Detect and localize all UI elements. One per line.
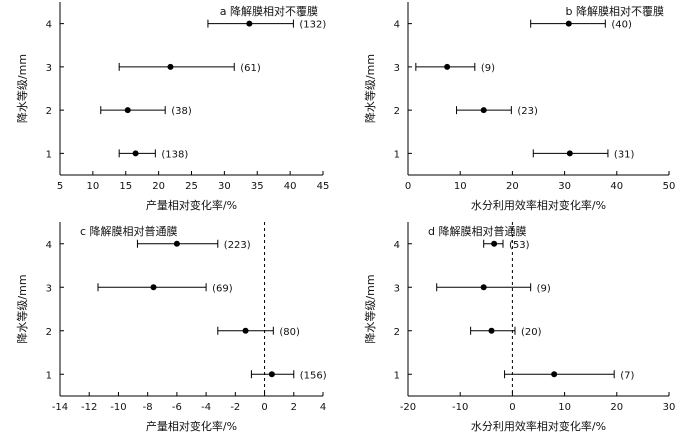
x-tick-label: 30: [663, 402, 676, 413]
y-tick-label: 3: [394, 283, 400, 294]
y-tick-label: 4: [46, 240, 52, 251]
x-tick-label: 10: [454, 181, 467, 192]
y-tick-label: 2: [394, 106, 400, 117]
y-axis-label: 降水等级/mm: [15, 274, 29, 343]
y-tick-label: 1: [394, 370, 400, 381]
sample-size-label: (223): [224, 240, 251, 251]
y-axis-label: 降水等级/mm: [363, 274, 377, 343]
mean-point: [150, 284, 157, 291]
x-tick-label: 0: [405, 181, 411, 192]
sample-size-label: (156): [300, 370, 327, 381]
x-axis-label: 水分利用效率相对变化率/%: [471, 198, 606, 212]
x-tick-label: 5: [57, 181, 63, 192]
panel-a: 5 10 15 20 25 30 35 40 45 1 2 3 4 a 降解膜相对不覆膜产量相对变化率/%…: [15, 2, 329, 212]
panel-title: a 降解膜相对不覆膜: [220, 4, 318, 18]
mean-point: [124, 107, 131, 114]
y-tick-label: 1: [46, 149, 52, 160]
mean-point: [480, 284, 487, 291]
panel-title: c 降解膜相对普通膜: [80, 224, 178, 238]
x-tick-label: -20: [400, 402, 416, 413]
mean-point: [565, 20, 572, 27]
y-axis-label: 降水等级/mm: [363, 54, 377, 123]
x-tick-label: -12: [81, 402, 97, 413]
x-tick-label: 4: [320, 402, 326, 413]
mean-point: [491, 240, 498, 247]
mean-point: [268, 371, 275, 378]
x-tick-label: 10: [558, 402, 571, 413]
sample-size-label: (9): [481, 63, 495, 74]
x-tick-label: 45: [317, 181, 330, 192]
x-tick-label: 30: [218, 181, 231, 192]
x-tick-label: 20: [152, 181, 165, 192]
y-tick-label: 1: [46, 370, 52, 381]
sample-size-label: (61): [240, 63, 261, 74]
mean-point: [488, 327, 495, 334]
panel-title: b 降解膜相对不覆膜: [566, 4, 664, 18]
mean-point: [173, 240, 180, 247]
x-tick-label: 50: [663, 181, 676, 192]
x-tick-label: 35: [251, 181, 264, 192]
y-tick-label: 3: [46, 63, 52, 74]
y-axis-label: 降水等级/mm: [15, 54, 29, 123]
panel-c: -14 -12 -10 -8 -6 -4 -2 0 2 4 1 2 3 4 c 降解膜相对普通膜产量相对变化…: [15, 222, 327, 433]
x-tick-label: 20: [610, 402, 623, 413]
sample-size-label: (38): [171, 106, 192, 117]
x-tick-label: -8: [143, 402, 153, 413]
sample-size-label: (40): [611, 20, 632, 31]
y-tick-label: 2: [46, 327, 52, 338]
sample-size-label: (69): [212, 283, 233, 294]
mean-point: [566, 150, 573, 157]
mean-point: [242, 327, 249, 334]
x-tick-label: -14: [52, 402, 68, 413]
y-tick-label: 2: [394, 327, 400, 338]
panel-title: d 降解膜相对普通膜: [428, 224, 526, 238]
mean-point: [132, 150, 139, 157]
sample-size-label: (138): [161, 149, 188, 160]
x-tick-label: 10: [87, 181, 100, 192]
x-tick-label: -10: [452, 402, 468, 413]
mean-point: [551, 371, 558, 378]
y-tick-label: 4: [46, 20, 52, 31]
sample-size-label: (20): [521, 327, 542, 338]
x-axis-label: 产量相对变化率/%: [146, 198, 237, 212]
sample-size-label: (132): [299, 20, 326, 31]
y-tick-label: 2: [46, 106, 52, 117]
x-axis-label: 产量相对变化率/%: [146, 419, 237, 433]
x-tick-label: 0: [261, 402, 267, 413]
mean-point: [246, 20, 253, 27]
x-axis-label: 水分利用效率相对变化率/%: [471, 419, 606, 433]
y-tick-label: 3: [46, 283, 52, 294]
sample-size-label: (9): [537, 283, 551, 294]
x-tick-label: 20: [506, 181, 519, 192]
y-tick-label: 3: [394, 63, 400, 74]
sample-size-label: (31): [614, 149, 635, 160]
y-tick-label: 1: [394, 149, 400, 160]
sample-size-label: (7): [620, 370, 634, 381]
x-tick-label: -4: [201, 402, 211, 413]
sample-size-label: (80): [279, 327, 300, 338]
mean-point: [480, 107, 487, 114]
sample-size-label: (23): [517, 106, 538, 117]
x-tick-label: 0: [509, 402, 515, 413]
panel-d: -20 -10 0 10 20 30 1 2 3 4 d 降解膜相对普通膜水分利用效率相对变化率/%…: [363, 222, 675, 433]
x-tick-label: -2: [230, 402, 240, 413]
mean-point: [444, 63, 451, 70]
y-tick-label: 4: [394, 240, 400, 251]
sample-size-label: (53): [509, 240, 530, 251]
mean-point: [167, 63, 174, 70]
x-tick-label: 40: [610, 181, 623, 192]
x-tick-label: -6: [172, 402, 182, 413]
x-tick-label: 30: [558, 181, 571, 192]
x-tick-label: 40: [284, 181, 297, 192]
x-tick-label: 2: [291, 402, 297, 413]
y-tick-label: 4: [394, 20, 400, 31]
x-tick-label: 15: [119, 181, 132, 192]
x-tick-label: 25: [185, 181, 198, 192]
x-tick-label: -10: [110, 402, 126, 413]
